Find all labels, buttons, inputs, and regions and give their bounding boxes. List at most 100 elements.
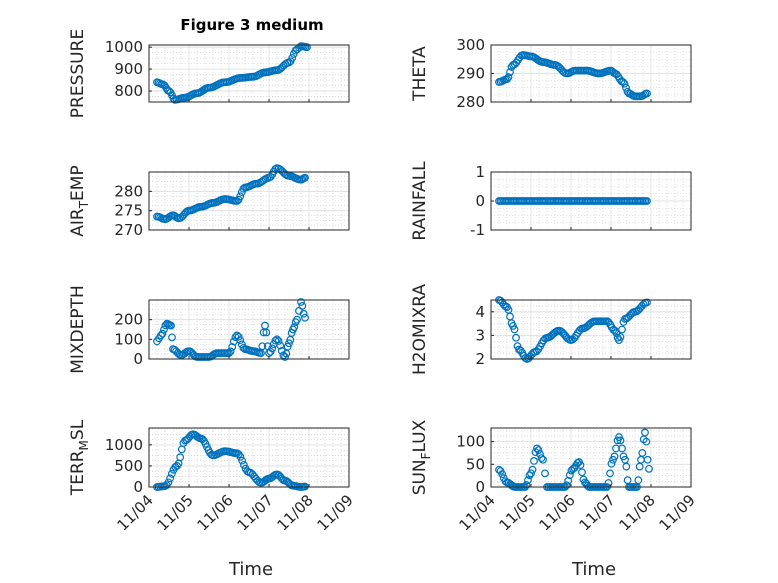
axes-box — [148, 299, 350, 360]
data-point — [504, 73, 513, 82]
data-point — [604, 479, 613, 487]
data-point — [301, 313, 309, 322]
data-point — [510, 325, 519, 334]
axes-box — [148, 44, 350, 103]
data-point — [157, 331, 165, 340]
data-point — [638, 449, 647, 457]
data-point — [168, 333, 176, 342]
y-tick-label: 0 — [133, 478, 143, 496]
subplot-6: 2 3 4 H2OMIXRA — [410, 284, 692, 375]
subplot-4: -1 0 1 RAINFALL — [410, 161, 692, 241]
axes-background — [491, 428, 691, 487]
data-point — [258, 342, 267, 351]
y-tick-label: 3 — [475, 326, 485, 344]
data-point — [273, 335, 281, 344]
data-point — [285, 339, 293, 348]
data-point — [634, 476, 643, 485]
data-point — [618, 444, 626, 453]
data-point — [167, 469, 176, 478]
y-tick-label: 200 — [114, 311, 143, 329]
y-axis-label: TERRMSL — [68, 419, 91, 496]
x-tick-label: 11/09 — [314, 491, 357, 534]
y-tick-label: 1000 — [105, 436, 143, 454]
x-tick-label: 11/07 — [234, 491, 277, 534]
y-axis-label: THETA — [410, 46, 430, 102]
y-tick-label: 270 — [114, 221, 143, 239]
data-point — [236, 336, 245, 345]
y-tick-label: 280 — [456, 93, 485, 111]
data-point — [643, 197, 651, 205]
y-tick-label: 290 — [456, 65, 485, 83]
data-point — [622, 462, 631, 471]
y-tick-label: 1 — [475, 163, 485, 181]
y-tick-label: 300 — [456, 36, 485, 54]
data-point — [288, 54, 297, 62]
x-tick-label: 11/04 — [114, 491, 157, 534]
subplot-2: 280 290 300 THETA — [410, 36, 692, 111]
axes-box — [490, 299, 692, 360]
data-point — [562, 481, 571, 490]
axes-box — [148, 171, 350, 231]
y-axis-label: RAINFALL — [410, 161, 430, 241]
data-point — [616, 333, 625, 341]
data-point — [607, 459, 616, 468]
data-point — [643, 89, 651, 98]
y-axis-label: SUNFLUX — [410, 419, 433, 495]
data-point — [262, 328, 271, 337]
data-point — [167, 321, 175, 330]
data-point — [534, 446, 543, 454]
data-point — [527, 469, 535, 478]
data-point — [158, 329, 167, 338]
data-point — [616, 436, 625, 445]
data-point — [528, 465, 537, 474]
data-point — [537, 454, 546, 463]
y-tick-label: 50 — [466, 455, 485, 473]
y-tick-label: 100 — [114, 330, 143, 348]
y-tick-label: 0 — [475, 192, 485, 210]
y-axis-label: AIRTEMP — [68, 165, 91, 236]
y-tick-label: 900 — [114, 60, 143, 78]
y-tick-label: 100 — [456, 433, 485, 451]
data-point — [512, 333, 520, 342]
y-axis-label: MIXDEPTH — [68, 285, 88, 374]
x-tick-label: 11/07 — [576, 491, 619, 534]
data-point — [166, 474, 175, 483]
x-axis-label-left: Time — [228, 559, 273, 580]
data-point — [612, 329, 621, 337]
y-tick-label: 1000 — [105, 38, 143, 56]
x-tick-label: 11/08 — [274, 491, 317, 534]
data-point — [238, 456, 247, 465]
data-point — [297, 298, 305, 306]
data-point — [620, 79, 629, 88]
data-point — [564, 476, 573, 485]
axes-box — [148, 427, 350, 488]
data-point — [299, 309, 308, 318]
y-tick-label: 800 — [114, 82, 143, 100]
y-tick-label: 4 — [475, 303, 485, 321]
x-axis-label-right: Time — [571, 559, 616, 580]
y-tick-label: -1 — [470, 221, 485, 239]
data-point — [642, 437, 651, 446]
y-tick-label: 500 — [114, 457, 143, 475]
data-point — [503, 75, 511, 84]
data-point — [576, 461, 585, 469]
data-point — [303, 43, 311, 52]
data-point — [268, 344, 277, 353]
y-tick-label: 0 — [133, 350, 143, 368]
data-point — [643, 298, 651, 307]
data-point — [271, 336, 280, 345]
data-point — [522, 481, 531, 489]
data-point — [293, 315, 301, 324]
x-tick-label: 11/05 — [496, 491, 539, 534]
data-point — [176, 453, 185, 462]
data-point — [236, 452, 245, 461]
x-tick-label: 11/06 — [194, 491, 237, 534]
x-tick-label: 11/09 — [656, 491, 699, 534]
data-point — [618, 325, 626, 334]
y-tick-label: 2 — [475, 350, 485, 368]
data-point — [274, 337, 283, 345]
x-tick-label: 11/08 — [616, 491, 659, 534]
